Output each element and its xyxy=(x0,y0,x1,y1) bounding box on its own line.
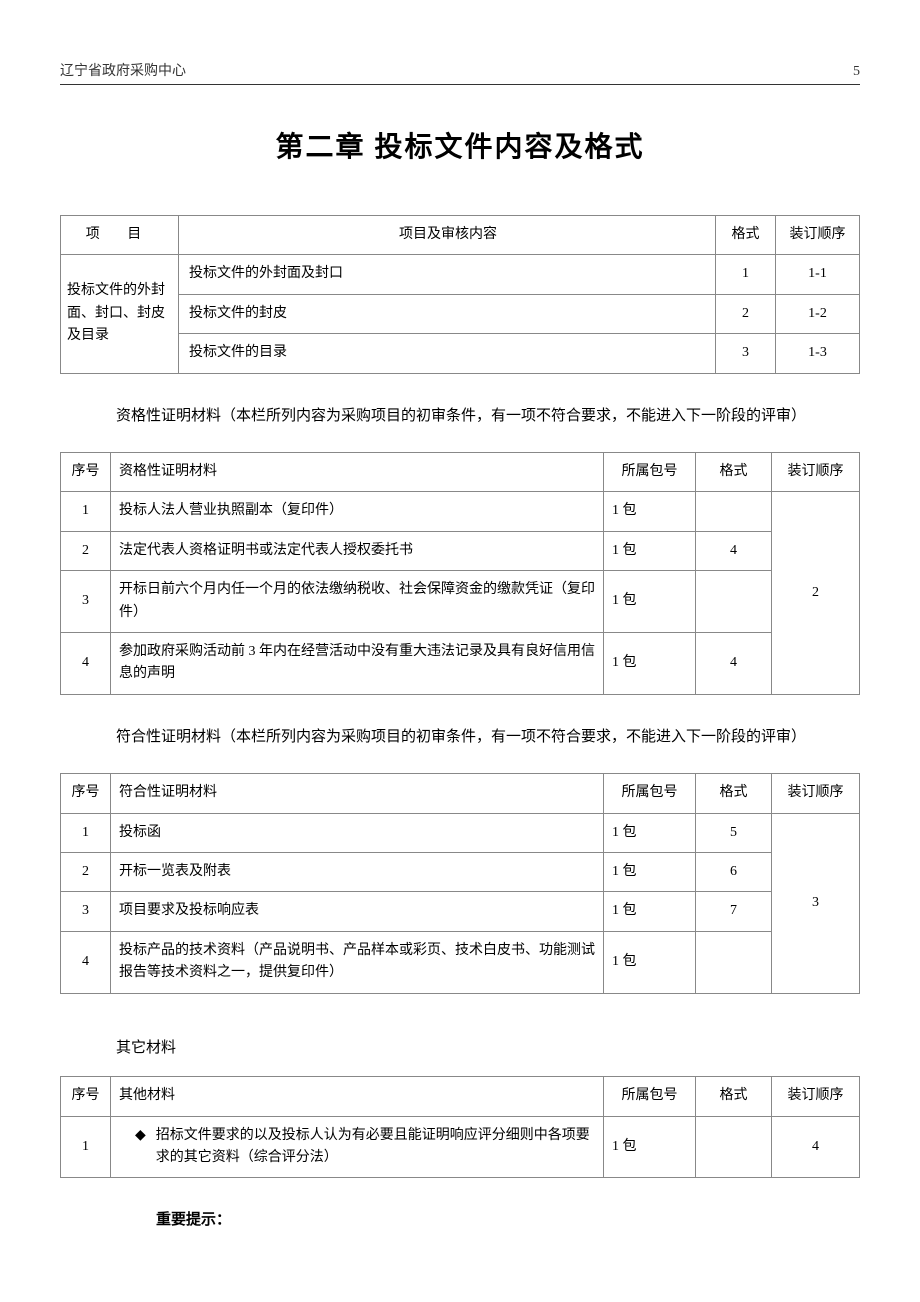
cell-format: 3 xyxy=(716,334,776,373)
cell-package: 1 包 xyxy=(604,931,696,993)
th-seq: 序号 xyxy=(61,453,111,492)
table-qualification: 序号 资格性证明材料 所属包号 格式 装订顺序 1 投标人法人营业执照副本（复印… xyxy=(60,452,860,695)
cell-material: 开标一览表及附表 xyxy=(111,853,604,892)
th-seq: 序号 xyxy=(61,774,111,813)
table-row: 4 参加政府采购活动前 3 年内在经营活动中没有重大违法记录及具有良好信用信息的… xyxy=(61,633,860,695)
cell-seq: 3 xyxy=(61,571,111,633)
table-header-row: 序号 其他材料 所属包号 格式 装订顺序 xyxy=(61,1077,860,1116)
table-row: 1 投标函 1 包 5 3 xyxy=(61,813,860,852)
table-header-row: 项 目 项目及审核内容 格式 装订顺序 xyxy=(61,216,860,255)
cell-content: 投标文件的外封面及封口 xyxy=(179,255,716,294)
cell-group-label: 投标文件的外封面、封口、封皮及目录 xyxy=(61,255,179,373)
note-conformity: 符合性证明材料（本栏所列内容为采购项目的初审条件，有一项不符合要求，不能进入下一… xyxy=(116,723,860,752)
th-order: 装订顺序 xyxy=(776,216,860,255)
th-order: 装订顺序 xyxy=(772,453,860,492)
cell-order: 1-1 xyxy=(776,255,860,294)
th-package: 所属包号 xyxy=(604,453,696,492)
cell-content: 投标文件的目录 xyxy=(179,334,716,373)
cell-material: 投标函 xyxy=(111,813,604,852)
th-seq: 序号 xyxy=(61,1077,111,1116)
chapter-title: 第二章 投标文件内容及格式 xyxy=(60,125,860,165)
th-package: 所属包号 xyxy=(604,774,696,813)
th-content: 项目及审核内容 xyxy=(179,216,716,255)
cell-order: 2 xyxy=(772,492,860,694)
table-row: 2 开标一览表及附表 1 包 6 xyxy=(61,853,860,892)
cell-material-text: 招标文件要求的以及投标人认为有必要且能证明响应评分细则中各项要求的其它资料（综合… xyxy=(156,1125,595,1170)
header-page-number: 5 xyxy=(853,64,860,80)
cell-material: 法定代表人资格证明书或法定代表人授权委托书 xyxy=(111,531,604,570)
cell-material: 投标人法人营业执照副本（复印件） xyxy=(111,492,604,531)
cell-seq: 1 xyxy=(61,1116,111,1178)
th-order: 装订顺序 xyxy=(772,774,860,813)
cell-package: 1 包 xyxy=(604,892,696,931)
table-other: 序号 其他材料 所属包号 格式 装订顺序 1 ◆ 招标文件要求的以及投标人认为有… xyxy=(60,1076,860,1178)
th-package: 所属包号 xyxy=(604,1077,696,1116)
note-other: 其它材料 xyxy=(116,1034,860,1063)
cell-seq: 1 xyxy=(61,813,111,852)
note-qualification: 资格性证明材料（本栏所列内容为采购项目的初审条件，有一项不符合要求，不能进入下一… xyxy=(116,402,860,431)
cell-order: 4 xyxy=(772,1116,860,1178)
table-row: 1 ◆ 招标文件要求的以及投标人认为有必要且能证明响应评分细则中各项要求的其它资… xyxy=(61,1116,860,1178)
table-cover-docs: 项 目 项目及审核内容 格式 装订顺序 投标文件的外封面、封口、封皮及目录 投标… xyxy=(60,215,860,374)
cell-material: 投标产品的技术资料（产品说明书、产品样本或彩页、技术白皮书、功能测试报告等技术资… xyxy=(111,931,604,993)
table-row: 3 项目要求及投标响应表 1 包 7 xyxy=(61,892,860,931)
cell-seq: 3 xyxy=(61,892,111,931)
th-format: 格式 xyxy=(696,774,772,813)
cell-package: 1 包 xyxy=(604,813,696,852)
cell-package: 1 包 xyxy=(604,853,696,892)
th-format: 格式 xyxy=(716,216,776,255)
table-header-row: 序号 符合性证明材料 所属包号 格式 装订顺序 xyxy=(61,774,860,813)
th-material: 资格性证明材料 xyxy=(111,453,604,492)
diamond-bullet-icon: ◆ xyxy=(135,1125,146,1147)
th-material: 其他材料 xyxy=(111,1077,604,1116)
table-row: 4 投标产品的技术资料（产品说明书、产品样本或彩页、技术白皮书、功能测试报告等技… xyxy=(61,931,860,993)
cell-material: ◆ 招标文件要求的以及投标人认为有必要且能证明响应评分细则中各项要求的其它资料（… xyxy=(111,1116,604,1178)
table-row: 3 开标日前六个月内任一个月的依法缴纳税收、社会保障资金的缴款凭证（复印件） 1… xyxy=(61,571,860,633)
table-row: 2 法定代表人资格证明书或法定代表人授权委托书 1 包 4 xyxy=(61,531,860,570)
th-format: 格式 xyxy=(696,1077,772,1116)
document-page: 辽宁省政府采购中心 5 第二章 投标文件内容及格式 项 目 项目及审核内容 格式… xyxy=(0,0,920,1302)
cell-format: 1 xyxy=(716,255,776,294)
cell-format: 5 xyxy=(696,813,772,852)
table-conformity: 序号 符合性证明材料 所属包号 格式 装订顺序 1 投标函 1 包 5 3 2 … xyxy=(60,773,860,993)
page-header: 辽宁省政府采购中心 5 xyxy=(60,60,860,85)
table-row: 投标文件的外封面、封口、封皮及目录 投标文件的外封面及封口 1 1-1 xyxy=(61,255,860,294)
cell-format xyxy=(696,1116,772,1178)
th-order: 装订顺序 xyxy=(772,1077,860,1116)
cell-package: 1 包 xyxy=(604,492,696,531)
cell-material: 开标日前六个月内任一个月的依法缴纳税收、社会保障资金的缴款凭证（复印件） xyxy=(111,571,604,633)
cell-format xyxy=(696,571,772,633)
header-org: 辽宁省政府采购中心 xyxy=(60,60,186,80)
cell-seq: 4 xyxy=(61,931,111,993)
cell-package: 1 包 xyxy=(604,633,696,695)
cell-package: 1 包 xyxy=(604,1116,696,1178)
important-tip-label: 重要提示： xyxy=(156,1208,860,1229)
cell-package: 1 包 xyxy=(604,571,696,633)
cell-order: 1-2 xyxy=(776,294,860,333)
cell-seq: 1 xyxy=(61,492,111,531)
cell-seq: 2 xyxy=(61,531,111,570)
cell-content: 投标文件的封皮 xyxy=(179,294,716,333)
table-row: 1 投标人法人营业执照副本（复印件） 1 包 2 xyxy=(61,492,860,531)
th-material: 符合性证明材料 xyxy=(111,774,604,813)
table-header-row: 序号 资格性证明材料 所属包号 格式 装订顺序 xyxy=(61,453,860,492)
cell-package: 1 包 xyxy=(604,531,696,570)
th-format: 格式 xyxy=(696,453,772,492)
cell-format xyxy=(696,492,772,531)
cell-order: 1-3 xyxy=(776,334,860,373)
cell-order: 3 xyxy=(772,813,860,993)
cell-seq: 2 xyxy=(61,853,111,892)
cell-material: 参加政府采购活动前 3 年内在经营活动中没有重大违法记录及具有良好信用信息的声明 xyxy=(111,633,604,695)
cell-seq: 4 xyxy=(61,633,111,695)
table-row: 投标文件的目录 3 1-3 xyxy=(61,334,860,373)
table-row: 投标文件的封皮 2 1-2 xyxy=(61,294,860,333)
cell-format: 4 xyxy=(696,633,772,695)
cell-format xyxy=(696,931,772,993)
cell-format: 4 xyxy=(696,531,772,570)
cell-format: 7 xyxy=(696,892,772,931)
cell-material: 项目要求及投标响应表 xyxy=(111,892,604,931)
cell-format: 2 xyxy=(716,294,776,333)
cell-format: 6 xyxy=(696,853,772,892)
th-item: 项 目 xyxy=(61,216,179,255)
